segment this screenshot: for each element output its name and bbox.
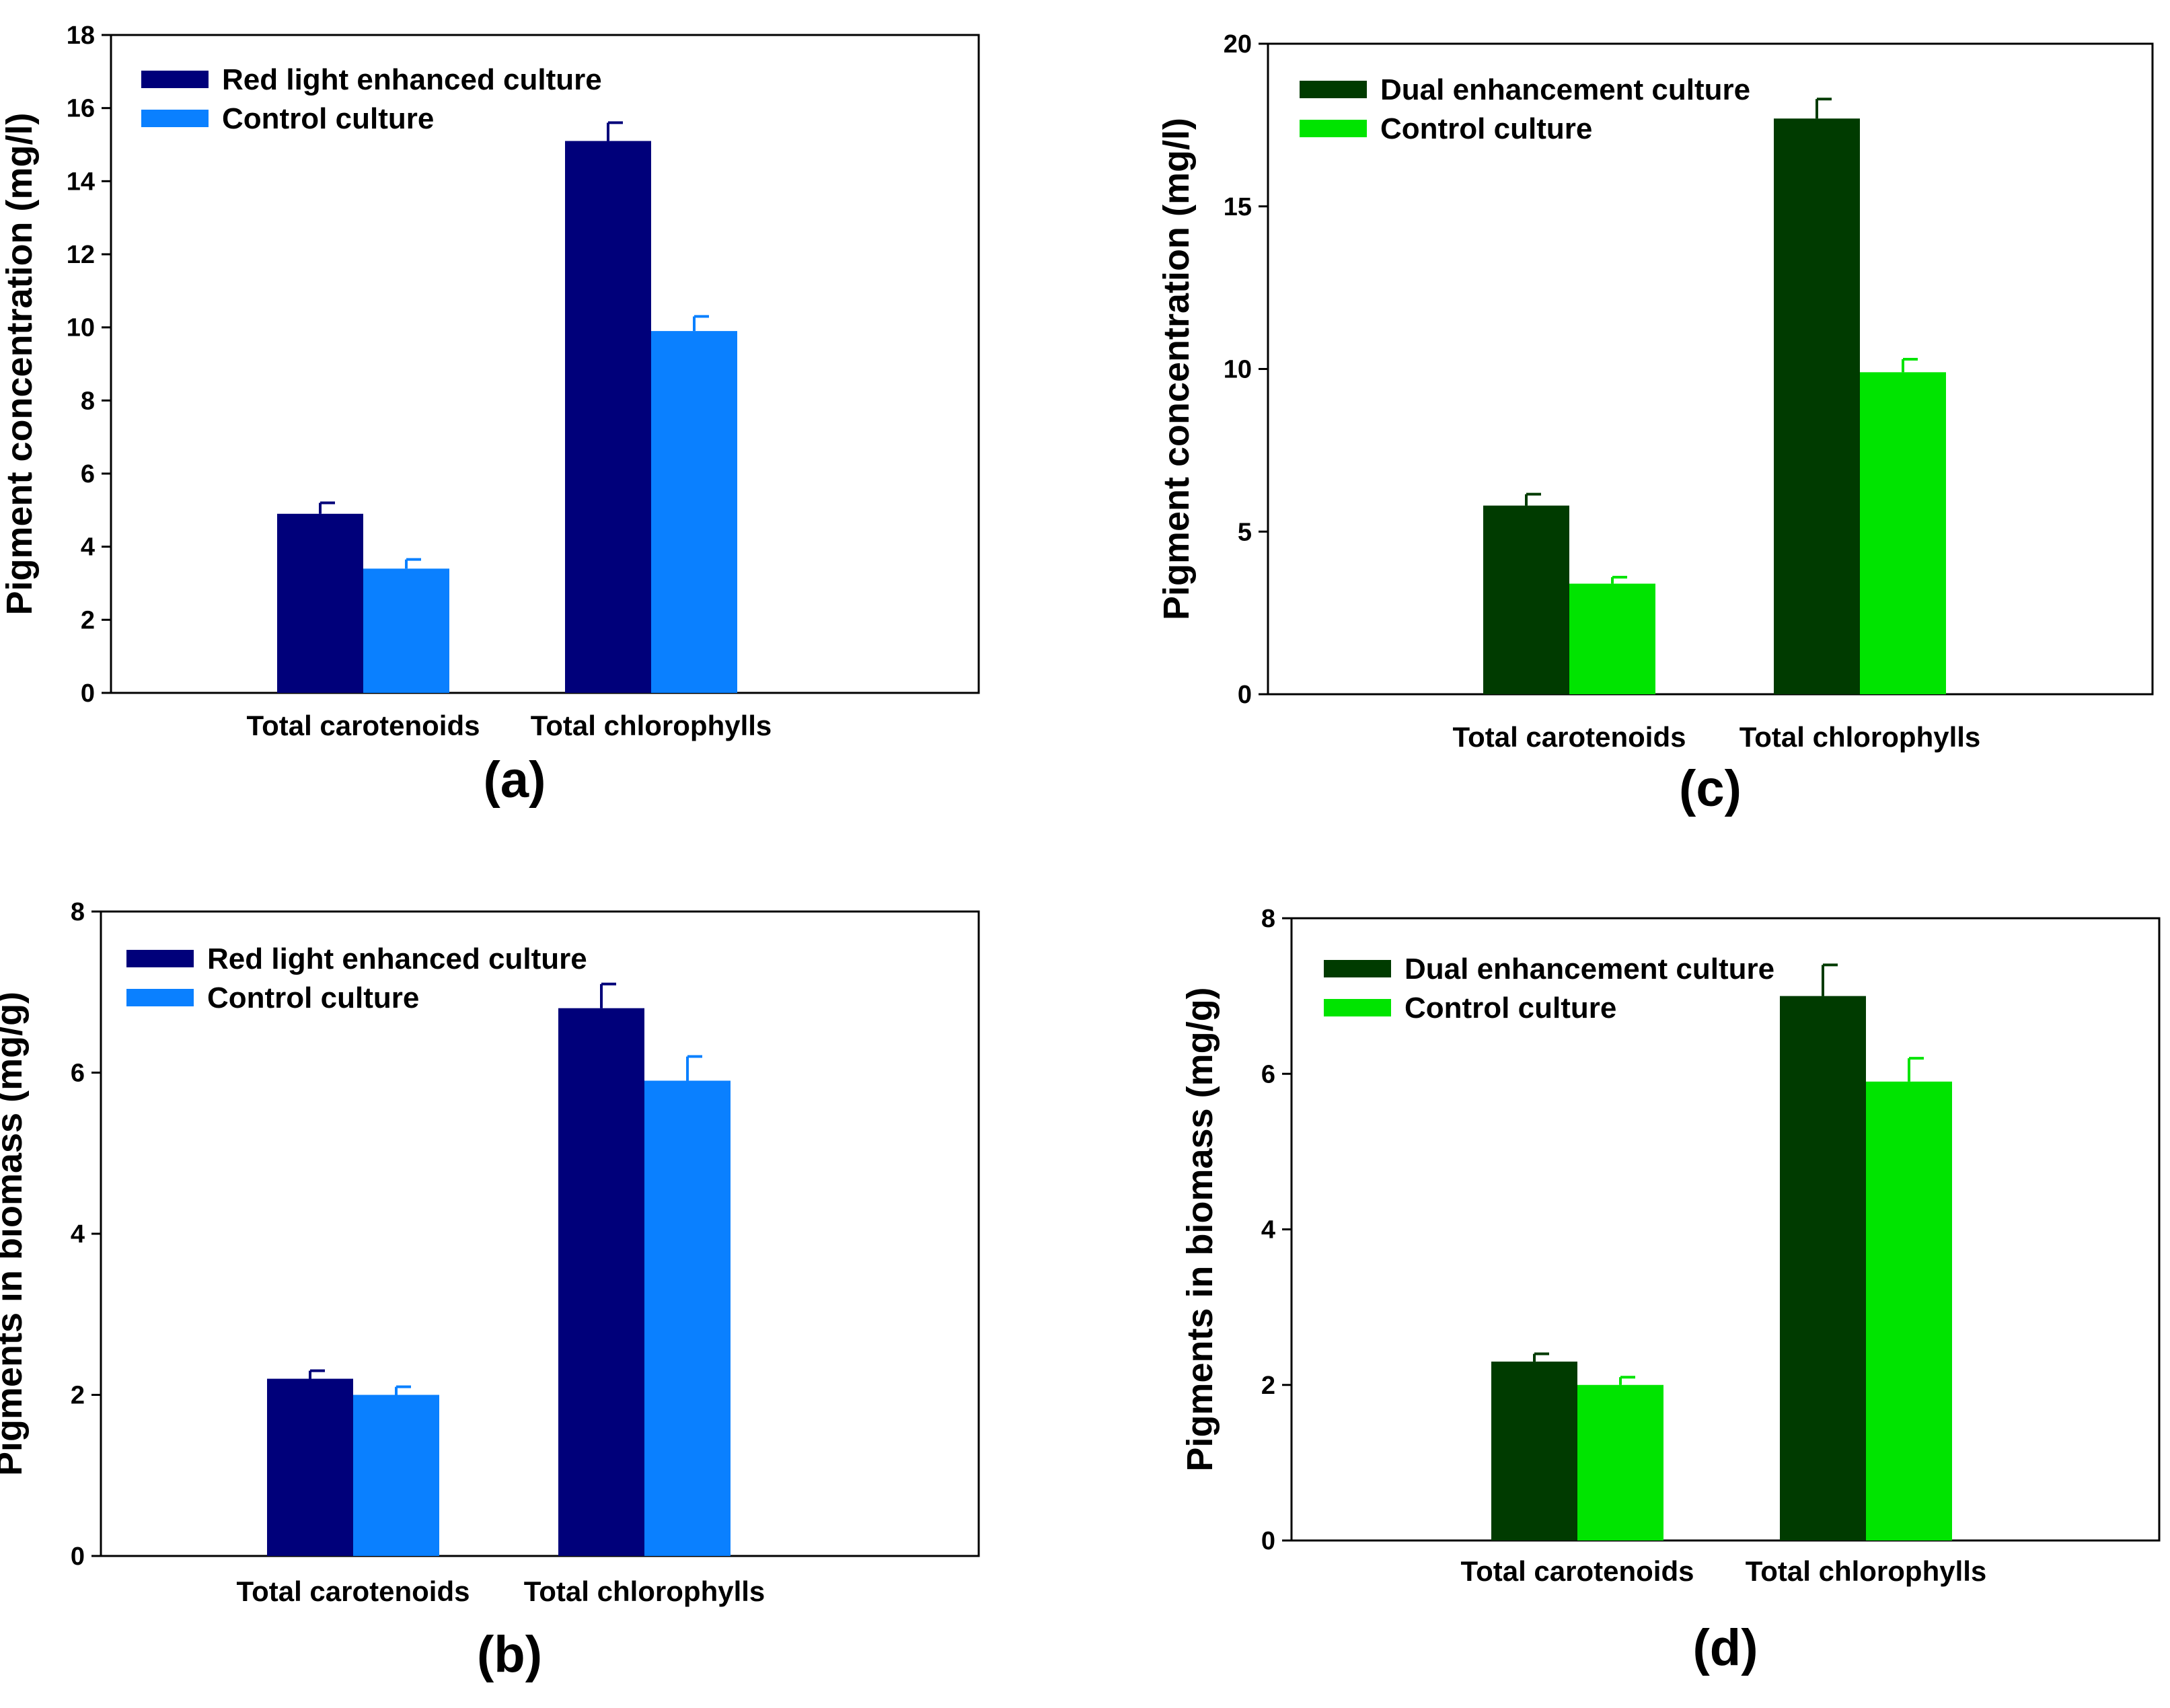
y-tick-label: 15: [1224, 193, 1252, 221]
panel-label: (a): [484, 751, 546, 809]
bar-enhanced-carotenoids: [1483, 505, 1569, 694]
category-label: Total carotenoids: [1453, 721, 1686, 753]
panel-c: 0 5 10 15 20 Pigment concentration (mg/l) Tota…: [1156, 30, 2154, 817]
legend-label: Red light enhanced culture: [222, 63, 602, 96]
y-tick-label: 2: [71, 1382, 85, 1410]
bar-control-chlorophylls: [1866, 1081, 1952, 1540]
category-label: Total chlorophylls: [531, 710, 772, 741]
y-tick-label: 0: [1238, 681, 1252, 709]
legend-swatch: [126, 989, 194, 1006]
y-tick-label: 0: [71, 1543, 85, 1571]
legend-swatch: [1300, 81, 1367, 98]
category-label: Total chlorophylls: [1739, 721, 1981, 753]
bar-control-chlorophylls: [644, 1080, 731, 1556]
y-tick-label: 10: [1224, 356, 1252, 384]
y-tick-label: 16: [67, 95, 95, 123]
bar-enhanced-carotenoids: [1491, 1362, 1577, 1540]
legend-swatch: [141, 110, 209, 127]
y-tick-label: 14: [67, 168, 95, 196]
panel-b: 0 2 4 6 8 Pigments in biomass (mg/g) Total car…: [0, 898, 980, 1683]
y-tick-label: 8: [1261, 905, 1275, 933]
bar-enhanced-chlorophylls: [1780, 996, 1866, 1540]
y-tick-label: 20: [1224, 30, 1252, 59]
panel-label: (c): [1679, 760, 1742, 817]
legend-swatch: [126, 950, 194, 967]
y-tick-label: 8: [81, 387, 95, 415]
y-tick-label: 0: [81, 679, 95, 708]
legend-swatch: [1300, 120, 1367, 137]
bar-control-chlorophylls: [1860, 372, 1946, 694]
category-label: Total carotenoids: [1461, 1555, 1694, 1587]
legend-swatch: [1324, 999, 1391, 1016]
y-tick-label: 4: [1261, 1216, 1275, 1245]
panel-label: (d): [1692, 1619, 1758, 1676]
y-tick-label: 12: [67, 241, 95, 269]
bar-enhanced-chlorophylls: [565, 141, 651, 694]
bar-control-carotenoids: [363, 568, 449, 693]
legend-label: Control culture: [1380, 112, 1592, 145]
panel-label: (b): [477, 1626, 542, 1683]
legend-label: Red light enhanced culture: [207, 942, 587, 975]
y-axis-title: Pigment concentration (mg/l): [0, 112, 40, 615]
y-axis-title: Pigments in biomass (mg/g): [1180, 987, 1220, 1471]
panel-a: 0 2 4 6 8 10 12 14 16 18 Pigment concentration (mg…: [0, 22, 980, 809]
plot-frame: [110, 34, 980, 694]
legend-label: Control culture: [222, 102, 434, 135]
category-label: Total chlorophylls: [1746, 1555, 1987, 1587]
bar-control-carotenoids: [1569, 583, 1655, 694]
y-tick-label: 6: [71, 1060, 85, 1088]
y-tick-label: 6: [1261, 1060, 1275, 1088]
legend-label: Dual enhancement culture: [1380, 73, 1750, 106]
y-axis-title: Pigments in biomass (mg/g): [0, 992, 30, 1476]
y-tick-label: 2: [1261, 1372, 1275, 1400]
legend-label: Control culture: [207, 981, 419, 1014]
bar-enhanced-carotenoids: [277, 513, 363, 693]
panel-d: 0 2 4 6 8 Pigments in biomass (mg/g) Total car…: [1180, 905, 2161, 1676]
legend-label: Dual enhancement culture: [1405, 953, 1774, 986]
y-tick-label: 10: [67, 314, 95, 342]
bar-enhanced-chlorophylls: [1774, 118, 1860, 694]
category-label: Total carotenoids: [237, 1575, 470, 1607]
y-tick-label: 4: [71, 1220, 85, 1249]
bar-control-carotenoids: [353, 1395, 439, 1556]
bar-control-carotenoids: [1577, 1384, 1663, 1540]
y-tick-label: 4: [81, 533, 95, 562]
bar-enhanced-chlorophylls: [558, 1008, 644, 1556]
legend-label: Control culture: [1405, 992, 1616, 1025]
y-axis-title: Pigment concentration (mg/l): [1156, 118, 1197, 620]
legend-swatch: [1324, 960, 1391, 977]
y-tick-label: 5: [1238, 518, 1252, 546]
bar-enhanced-carotenoids: [267, 1378, 353, 1556]
legend-swatch: [141, 71, 209, 88]
category-label: Total chlorophylls: [524, 1575, 765, 1607]
y-tick-label: 2: [81, 606, 95, 634]
y-tick-label: 18: [67, 22, 95, 50]
y-tick-label: 6: [81, 460, 95, 488]
y-tick-label: 8: [71, 898, 85, 926]
bar-control-chlorophylls: [651, 331, 737, 694]
category-label: Total carotenoids: [247, 710, 480, 741]
y-tick-label: 0: [1261, 1527, 1275, 1555]
